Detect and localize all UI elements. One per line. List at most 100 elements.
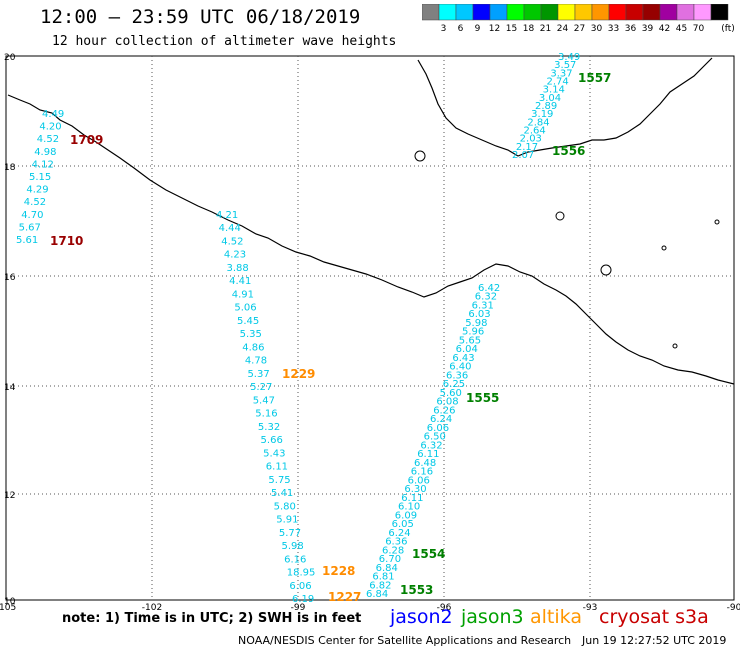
lon-tick-label: -90 [727,603,740,613]
wave-height-value: 5.66 [261,435,283,446]
orbit-number: 1229 [282,367,315,381]
wave-height-value: 6.24 [388,528,410,539]
wave-height-value: 4.52 [37,134,59,145]
island [672,343,678,349]
lat-tick-label: 18 [4,163,16,173]
wave-height-value: 5.80 [274,501,296,512]
lat-lon-grid: -105 -102 -99 -96 -93 -90 20 18 16 14 12 10 [0,53,740,613]
wave-height-value: 4.98 [34,147,56,158]
wave-height-value: 3.14 [543,85,565,96]
color-scale-tick: 70 [693,24,705,34]
orbit-number: 1228 [322,564,355,578]
wave-height-value: 4.91 [232,289,254,300]
wave-height-value: 5.32 [258,422,280,433]
color-scale-tick: 36 [625,24,637,34]
wave-height-value: 6.42 [478,283,500,294]
wave-height-value: 6.06 [427,423,449,434]
wave-height-value: 5.37 [247,369,269,380]
wave-height-value: 5.77 [279,528,301,539]
wave-height-value: 3.19 [531,109,553,120]
wave-height-value: 4.44 [219,223,241,234]
wave-height-value: 4.86 [242,342,264,353]
wave-height-value: 5.45 [237,316,259,327]
wave-height-value: 6.16 [411,467,433,478]
wave-height-value: 5.75 [268,475,290,486]
wave-height-value: 2.07 [512,150,534,161]
wave-height-value: 6.32 [420,440,442,451]
wave-height-value: 6.06 [408,475,430,486]
color-scale-tick: 45 [676,24,687,34]
orbit-number: 1557 [578,71,611,85]
wave-height-value: 5.61 [16,235,38,246]
legend-jason3: jason3 [461,606,524,628]
wave-height-value: 3.49 [558,52,580,63]
wave-height-value: 6.50 [424,432,446,443]
orbit-number: 1227 [328,590,361,604]
color-scale-tick: 42 [659,24,670,34]
wave-height-value: 5.67 [19,222,41,233]
lon-tick-label: -93 [583,603,598,613]
lon-tick-label: -105 [0,603,16,613]
wave-height-value: 5.98 [465,318,487,329]
color-scale-legend: 3 6 9 12 15 18 21 24 27 30 33 36 39 42 45 70 (ft) [422,4,735,34]
wave-height-value: 6.36 [446,370,468,381]
wave-height-value: 6.43 [452,353,474,364]
color-scale-tick: 12 [489,24,500,34]
wave-height-value: 5.47 [253,395,275,406]
color-scale-tick: 3 [441,24,447,34]
coastline-gulf [417,57,713,157]
orbit-number: 1556 [552,144,585,158]
wave-height-value: 4.29 [26,185,48,196]
wave-height-value: 5.91 [276,515,298,526]
wave-height-value: 5.60 [440,388,462,399]
wave-height-value: 6.19 [292,594,314,605]
lon-tick-label: -96 [437,603,452,613]
orbit-number: 1554 [412,547,445,561]
lon-tick-label: -102 [142,603,162,613]
wave-height-value: 4.52 [24,197,46,208]
color-scale-tick: 30 [591,24,603,34]
wave-height-value: 5.65 [459,335,481,346]
wave-height-value: 5.96 [462,327,484,338]
footer-timestamp: Jun 19 12:27:52 UTC 2019 [582,634,727,647]
wave-height-value: 5.35 [240,329,262,340]
wave-height-value: 5.41 [271,488,293,499]
color-scale-tick: 9 [475,24,481,34]
wave-height-value: 4.20 [39,122,61,133]
wave-height-value: 5.27 [250,382,272,393]
lon-tick-label: -99 [291,603,306,613]
lat-tick-label: 14 [4,383,16,393]
wave-height-value: 4.70 [21,210,43,221]
island [661,245,667,251]
wave-height-value: 2.03 [520,134,542,145]
color-scale-tick: 21 [540,24,551,34]
wave-height-value: 2.89 [535,101,557,112]
color-scale-unit: (ft) [721,24,735,34]
wave-height-value: 4.12 [32,159,54,170]
wave-height-value: 6.16 [284,554,306,565]
wave-height-value: 4.78 [245,356,267,367]
wave-height-value: 3.57 [554,60,576,71]
color-scale-tick: 6 [458,24,464,34]
island [414,150,426,162]
footer-credit: NOAA/NESDIS Center for Satellite Applica… [238,634,572,647]
wave-height-value: 6.36 [385,537,407,548]
wave-height-value: 6.06 [289,581,311,592]
wave-height-value: 4.41 [229,276,251,287]
wave-height-value: 6.03 [468,309,490,320]
wave-height-value: 2.64 [524,126,546,137]
wave-height-value: 6.81 [372,572,394,583]
wave-height-value: 6.09 [395,510,417,521]
plot-frame [5,55,735,601]
map-title: 12:00 – 23:59 UTC 06/18/2019 [40,6,361,28]
color-scale-tick: 18 [523,24,535,34]
lat-tick-label: 16 [4,273,16,283]
wave-height-value: 4.49 [42,109,64,120]
coastline-mexico-pacific [7,94,735,385]
wave-height-value: 5.06 [234,303,256,314]
orbit-number: 1709 [70,133,103,147]
wave-height-value: 5.43 [263,448,285,459]
color-scale-tick: 24 [557,24,569,34]
wave-height-value: 2.17 [516,142,538,153]
